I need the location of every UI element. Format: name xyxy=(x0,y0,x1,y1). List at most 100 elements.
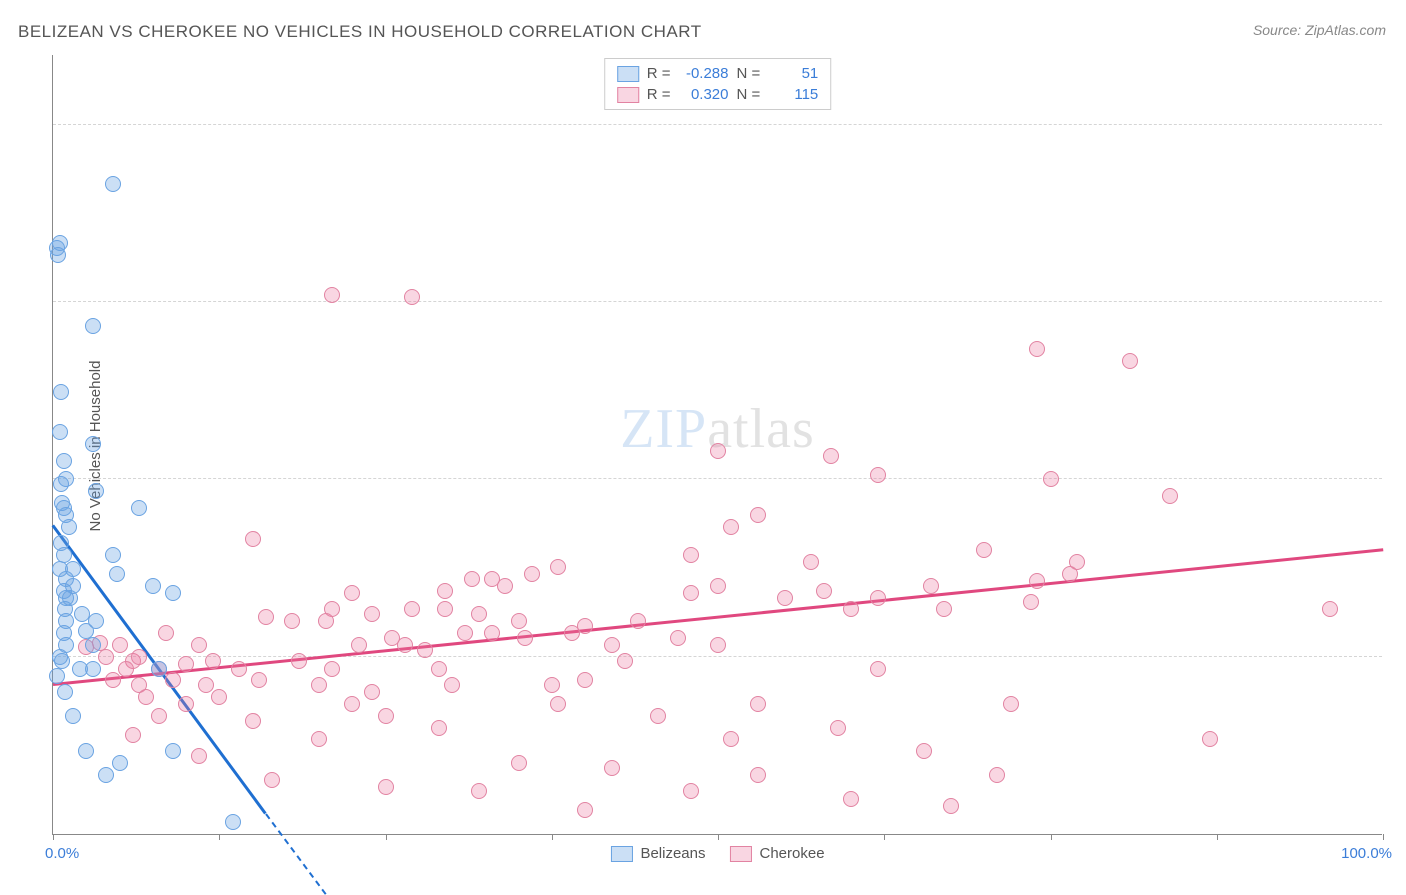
data-point xyxy=(211,689,227,705)
data-point xyxy=(471,606,487,622)
data-point xyxy=(843,791,859,807)
data-point xyxy=(710,578,726,594)
data-point xyxy=(52,424,68,440)
data-point xyxy=(437,583,453,599)
source-attribution: Source: ZipAtlas.com xyxy=(1253,22,1386,38)
data-point xyxy=(378,708,394,724)
data-point xyxy=(870,590,886,606)
x-tick xyxy=(1051,834,1052,840)
data-point xyxy=(85,318,101,334)
data-point xyxy=(870,661,886,677)
data-point xyxy=(683,783,699,799)
data-point xyxy=(245,531,261,547)
data-point xyxy=(105,176,121,192)
gridline xyxy=(53,656,1382,657)
data-point xyxy=(284,613,300,629)
x-axis-max-label: 100.0% xyxy=(1341,845,1392,862)
data-point xyxy=(88,483,104,499)
stats-row-1: R = 0.320 N = 115 xyxy=(613,84,823,105)
data-point xyxy=(823,448,839,464)
r-value-1: 0.320 xyxy=(679,86,729,103)
data-point xyxy=(723,519,739,535)
r-label: R = xyxy=(647,65,671,82)
data-point xyxy=(431,661,447,677)
data-point xyxy=(165,672,181,688)
data-point xyxy=(1062,566,1078,582)
x-tick xyxy=(718,834,719,840)
data-point xyxy=(364,684,380,700)
data-point xyxy=(617,653,633,669)
data-point xyxy=(138,689,154,705)
swatch-series-1 xyxy=(617,87,639,103)
data-point xyxy=(131,649,147,665)
data-point xyxy=(511,613,527,629)
series-legend: Belizeans Cherokee xyxy=(610,845,824,862)
data-point xyxy=(158,625,174,641)
y-tick-label: 30.0% xyxy=(1392,116,1406,133)
x-tick xyxy=(1383,834,1384,840)
data-point xyxy=(378,779,394,795)
data-point xyxy=(497,578,513,594)
data-point xyxy=(291,653,307,669)
data-point xyxy=(1023,594,1039,610)
legend-swatch-0 xyxy=(610,846,632,862)
data-point xyxy=(52,235,68,251)
data-point xyxy=(191,748,207,764)
data-point xyxy=(109,566,125,582)
data-point xyxy=(231,661,247,677)
data-point xyxy=(577,802,593,818)
data-point xyxy=(145,578,161,594)
data-point xyxy=(577,672,593,688)
data-point xyxy=(364,606,380,622)
x-tick xyxy=(53,834,54,840)
data-point xyxy=(484,625,500,641)
data-point xyxy=(53,476,69,492)
data-point xyxy=(311,677,327,693)
data-point xyxy=(916,743,932,759)
data-point xyxy=(112,755,128,771)
data-point xyxy=(723,731,739,747)
legend-swatch-1 xyxy=(730,846,752,862)
data-point xyxy=(517,630,533,646)
data-point xyxy=(318,613,334,629)
data-point xyxy=(384,630,400,646)
data-point xyxy=(464,571,480,587)
data-point xyxy=(683,585,699,601)
data-point xyxy=(49,668,65,684)
data-point xyxy=(431,720,447,736)
data-point xyxy=(444,677,460,693)
data-point xyxy=(457,625,473,641)
data-point xyxy=(165,743,181,759)
gridline xyxy=(53,301,1382,302)
legend-item-1: Cherokee xyxy=(730,845,825,862)
x-tick xyxy=(219,834,220,840)
data-point xyxy=(178,656,194,672)
data-point xyxy=(98,649,114,665)
data-point xyxy=(245,713,261,729)
data-point xyxy=(112,637,128,653)
data-point xyxy=(670,630,686,646)
x-tick xyxy=(386,834,387,840)
x-axis-min-label: 0.0% xyxy=(45,845,79,862)
data-point xyxy=(1029,573,1045,589)
data-point xyxy=(604,637,620,653)
data-point xyxy=(264,772,280,788)
data-point xyxy=(870,467,886,483)
data-point xyxy=(564,625,580,641)
y-tick-label: 7.5% xyxy=(1392,648,1406,665)
data-point xyxy=(750,507,766,523)
data-point xyxy=(151,708,167,724)
watermark-prefix: ZIP xyxy=(620,398,707,460)
data-point xyxy=(417,642,433,658)
data-point xyxy=(65,708,81,724)
swatch-series-0 xyxy=(617,66,639,82)
data-point xyxy=(471,783,487,799)
data-point xyxy=(1162,488,1178,504)
data-point xyxy=(311,731,327,747)
data-point xyxy=(131,500,147,516)
data-point xyxy=(85,637,101,653)
data-point xyxy=(344,585,360,601)
x-tick xyxy=(884,834,885,840)
x-tick xyxy=(552,834,553,840)
data-point xyxy=(683,547,699,563)
